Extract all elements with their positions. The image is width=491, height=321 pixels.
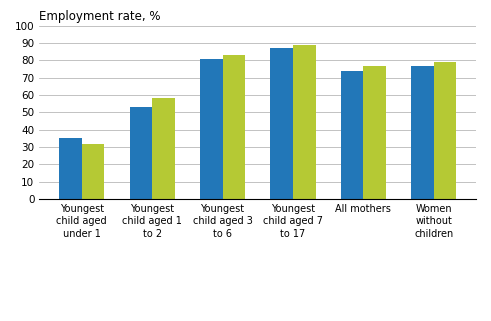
Bar: [82, 143, 104, 199]
Bar: [434, 62, 457, 199]
Bar: [130, 107, 152, 199]
Bar: [152, 99, 175, 199]
Bar: [222, 55, 245, 199]
Bar: [293, 45, 316, 199]
Bar: [411, 65, 434, 199]
Bar: [341, 71, 363, 199]
Bar: [59, 138, 82, 199]
Bar: [271, 48, 293, 199]
Bar: [200, 59, 222, 199]
Text: Employment rate, %: Employment rate, %: [39, 10, 161, 23]
Bar: [363, 65, 386, 199]
